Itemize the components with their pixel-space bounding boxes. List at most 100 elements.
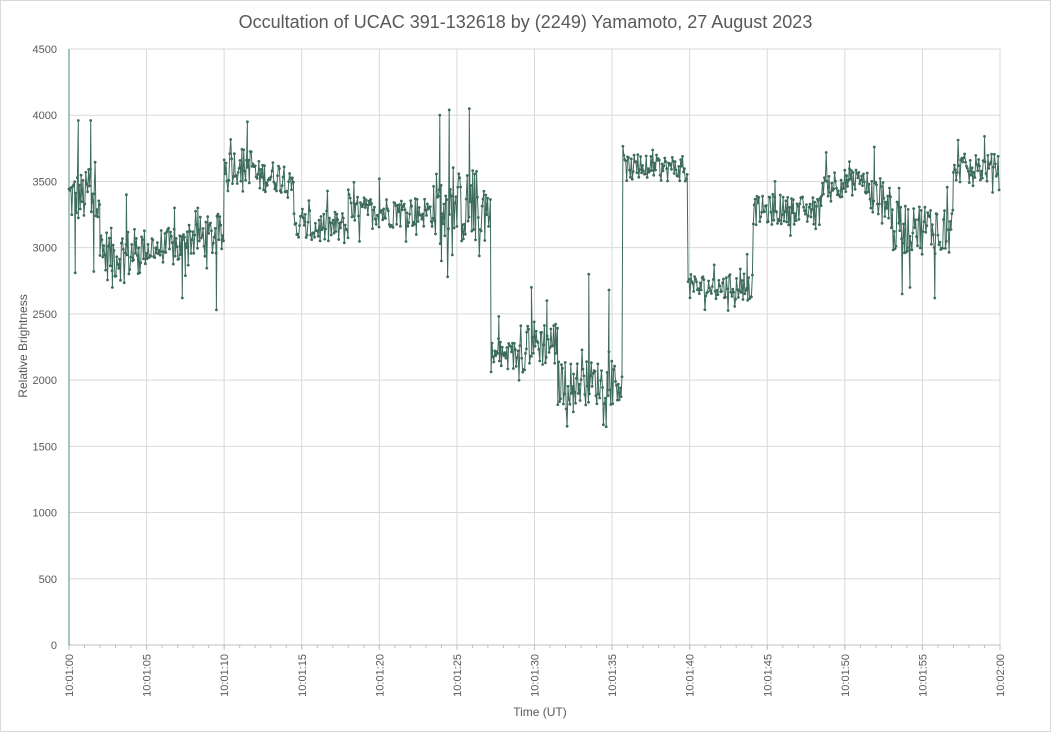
data-point — [605, 371, 609, 374]
data-point — [563, 361, 567, 364]
data-point — [778, 219, 781, 223]
data-point — [753, 197, 757, 201]
data-point — [462, 237, 465, 241]
data-point — [655, 153, 658, 157]
data-point — [884, 200, 888, 204]
data-point — [735, 277, 738, 280]
data-point — [464, 197, 468, 201]
data-point — [961, 160, 965, 164]
data-point — [247, 181, 251, 185]
data-point — [492, 360, 496, 364]
data-point — [716, 293, 720, 297]
data-point — [836, 189, 840, 193]
x-axis-title: Time (UT) — [513, 705, 567, 719]
data-point — [450, 253, 454, 257]
data-point — [447, 108, 451, 112]
data-point — [805, 220, 809, 223]
data-point — [532, 320, 536, 324]
data-point — [122, 281, 126, 285]
data-point — [219, 223, 223, 227]
data-point — [697, 287, 700, 291]
data-point — [543, 324, 546, 327]
data-point — [679, 158, 683, 162]
data-point — [210, 229, 213, 233]
data-point — [467, 107, 471, 110]
data-point — [601, 386, 604, 389]
data-point — [600, 369, 603, 372]
data-point — [978, 164, 981, 168]
x-tick-label: 10:01:20 — [374, 654, 386, 697]
data-point — [428, 205, 432, 209]
data-point — [530, 286, 533, 289]
data-point — [547, 351, 551, 354]
data-point — [620, 375, 624, 379]
data-point — [521, 370, 525, 374]
data-point — [357, 214, 360, 218]
data-point — [485, 213, 489, 217]
data-point — [127, 272, 131, 276]
data-point — [323, 237, 327, 241]
data-point — [983, 160, 987, 164]
data-point — [177, 257, 181, 260]
data-point — [502, 354, 506, 358]
data-point — [975, 163, 979, 166]
data-point — [722, 277, 725, 281]
data-point — [558, 400, 561, 403]
data-point — [305, 233, 309, 237]
data-point — [149, 254, 153, 258]
data-point — [602, 423, 605, 427]
data-point — [544, 355, 548, 359]
y-tick-label: 0 — [51, 640, 57, 652]
data-point — [949, 228, 953, 231]
data-point — [223, 172, 227, 176]
data-point — [772, 218, 776, 222]
data-point — [92, 192, 96, 196]
data-point — [769, 210, 773, 214]
data-point — [512, 367, 515, 370]
data-point — [129, 255, 133, 259]
data-point — [290, 188, 293, 192]
data-point — [262, 188, 265, 192]
data-point — [73, 271, 77, 275]
data-point — [859, 179, 863, 182]
data-point — [717, 279, 721, 282]
data-point — [779, 222, 783, 226]
data-point — [773, 195, 777, 199]
data-point — [165, 230, 169, 234]
data-point — [242, 148, 246, 152]
data-point — [395, 222, 399, 226]
data-point — [89, 210, 93, 214]
data-point — [196, 206, 200, 210]
data-point — [645, 176, 649, 179]
data-point — [821, 181, 824, 185]
y-tick-label: 2500 — [33, 309, 57, 321]
data-point — [991, 191, 994, 194]
data-point — [206, 215, 210, 219]
data-point — [159, 229, 163, 232]
data-point — [265, 181, 268, 185]
data-point — [530, 354, 533, 358]
data-point — [241, 189, 245, 193]
data-point — [971, 184, 975, 188]
data-point — [296, 232, 300, 236]
data-point — [275, 189, 278, 193]
data-point — [499, 364, 503, 368]
data-point — [557, 360, 561, 364]
data-point — [692, 290, 696, 293]
data-point — [898, 229, 902, 233]
data-point — [336, 218, 340, 222]
data-point — [597, 392, 601, 396]
data-point — [985, 179, 989, 183]
data-point — [265, 183, 269, 187]
data-point — [531, 351, 535, 355]
data-point — [899, 205, 903, 209]
data-point — [809, 215, 813, 219]
data-point — [512, 342, 516, 345]
data-point — [88, 184, 91, 188]
x-tick-label: 10:01:40 — [685, 654, 697, 697]
data-point — [237, 167, 241, 170]
data-point — [913, 226, 917, 230]
data-point — [693, 275, 696, 278]
data-point — [108, 264, 112, 268]
